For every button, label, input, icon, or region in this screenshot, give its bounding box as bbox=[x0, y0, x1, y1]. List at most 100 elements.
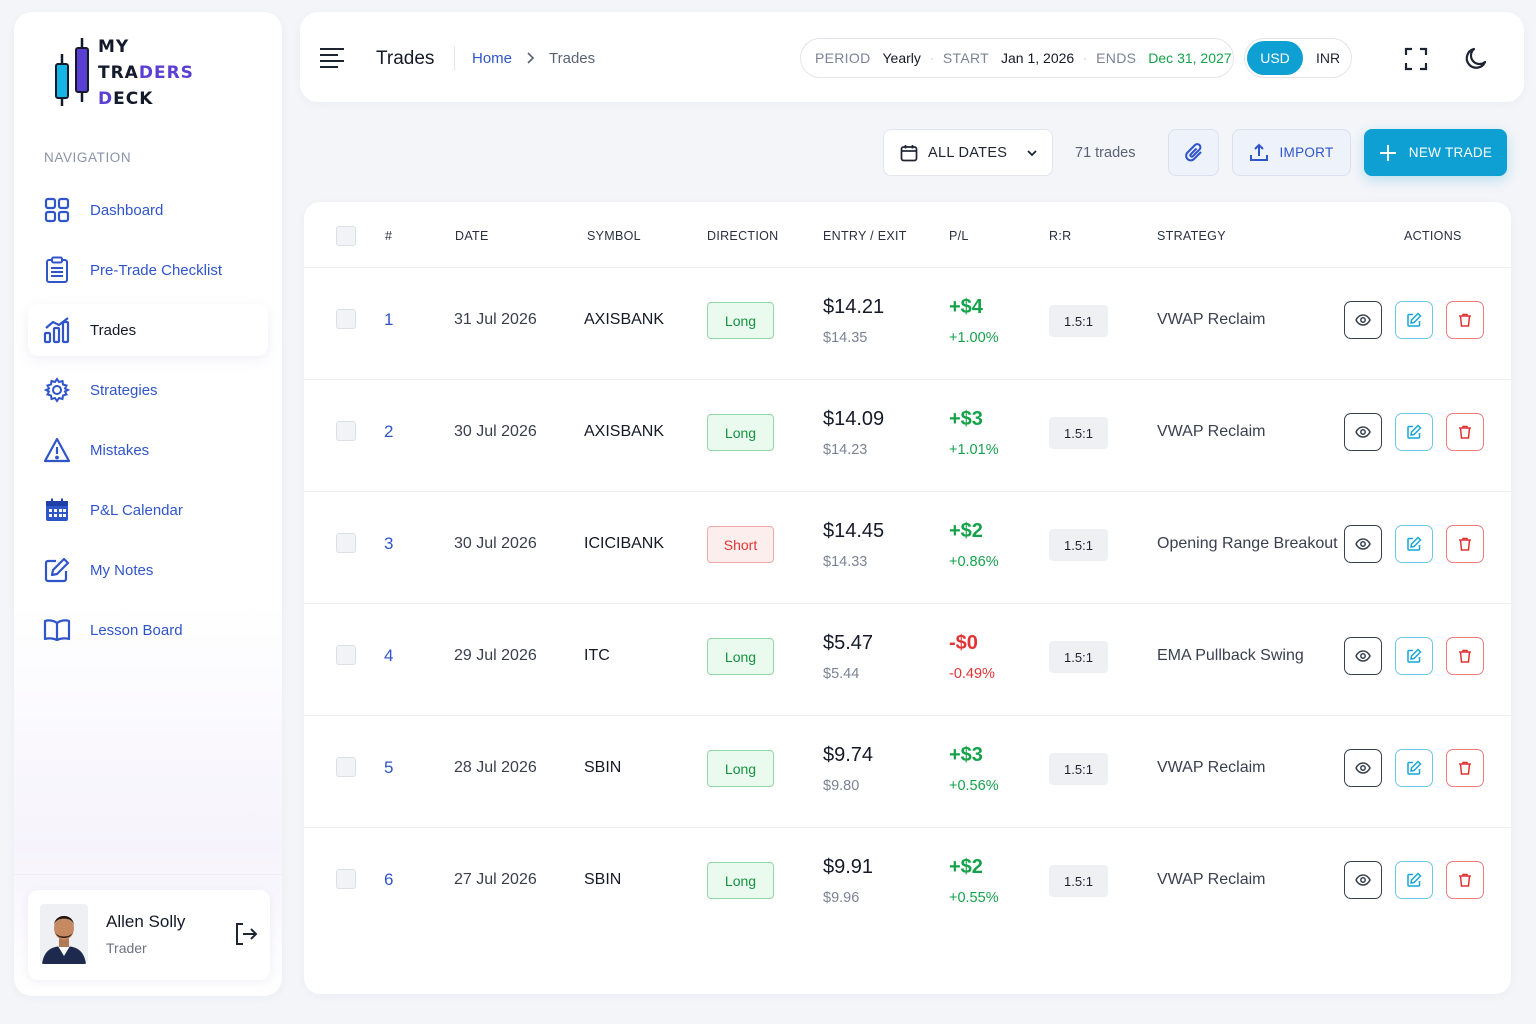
sidebar-divider bbox=[14, 874, 282, 875]
sidebar-item-pre-trade-checklist[interactable]: Pre-Trade Checklist bbox=[28, 244, 268, 296]
edit-icon bbox=[1407, 312, 1422, 327]
column-header-direction[interactable]: DIRECTION bbox=[707, 229, 779, 243]
date-filter-dropdown[interactable]: ALL DATES bbox=[883, 129, 1053, 176]
sidebar-item-dashboard[interactable]: Dashboard bbox=[28, 184, 268, 236]
trades-table: # DATE SYMBOL DIRECTION ENTRY / EXIT P/L… bbox=[304, 202, 1511, 994]
pl-percent: +0.56% bbox=[949, 778, 999, 794]
trade-count: 71 trades bbox=[1075, 145, 1136, 161]
table-row[interactable]: 1 31 Jul 2026 AXISBANK Long $14.21 $14.35 +$4 +… bbox=[304, 268, 1511, 380]
edit-icon bbox=[1407, 536, 1422, 551]
trade-number-link[interactable]: 4 bbox=[384, 646, 394, 665]
column-header-actions: ACTIONS bbox=[1404, 229, 1462, 243]
view-trade-button[interactable] bbox=[1344, 749, 1382, 787]
delete-trade-button[interactable] bbox=[1446, 525, 1484, 563]
pl-amount: -$0 bbox=[949, 632, 978, 654]
trade-symbol: ITC bbox=[584, 647, 610, 664]
sidebar-item-lesson-board[interactable]: Lesson Board bbox=[28, 604, 268, 656]
sidebar-item-strategies[interactable]: Strategies bbox=[28, 364, 268, 416]
trade-number-link[interactable]: 2 bbox=[384, 422, 394, 441]
separator-dot: · bbox=[929, 51, 934, 65]
risk-reward-badge: 1.5:1 bbox=[1049, 641, 1108, 673]
book-icon bbox=[42, 615, 72, 645]
eye-icon bbox=[1355, 874, 1371, 886]
trash-icon bbox=[1459, 873, 1471, 887]
new-trade-button[interactable]: NEW TRADE bbox=[1364, 129, 1507, 176]
delete-trade-button[interactable] bbox=[1446, 637, 1484, 675]
select-all-checkbox[interactable] bbox=[336, 226, 356, 246]
direction-badge: Short bbox=[707, 526, 774, 563]
menu-toggle-button[interactable] bbox=[318, 44, 346, 70]
breadcrumb-home-link[interactable]: Home bbox=[472, 50, 513, 67]
trash-icon bbox=[1459, 649, 1471, 663]
currency-usd-button[interactable]: USD bbox=[1247, 41, 1303, 75]
sidebar-item-my-notes[interactable]: My Notes bbox=[28, 544, 268, 596]
column-header-date[interactable]: DATE bbox=[455, 229, 489, 243]
table-row[interactable]: 6 27 Jul 2026 SBIN Long $9.91 $9.96 +$2 +0.55% 1… bbox=[304, 828, 1511, 940]
edit-icon bbox=[1407, 872, 1422, 887]
trade-date: 29 Jul 2026 bbox=[454, 647, 537, 664]
user-avatar-icon bbox=[40, 904, 88, 964]
edit-trade-button[interactable] bbox=[1395, 301, 1433, 339]
edit-trade-button[interactable] bbox=[1395, 637, 1433, 675]
sidebar-item-mistakes[interactable]: Mistakes bbox=[28, 424, 268, 476]
avatar[interactable] bbox=[40, 904, 88, 964]
column-header-entry-exit[interactable]: ENTRY / EXIT bbox=[823, 229, 907, 243]
view-trade-button[interactable] bbox=[1344, 637, 1382, 675]
sidebar-item-trades[interactable]: Trades bbox=[28, 304, 268, 356]
fullscreen-button[interactable] bbox=[1403, 46, 1429, 72]
row-checkbox[interactable] bbox=[336, 421, 356, 441]
trade-strategy: Opening Range Breakout bbox=[1157, 535, 1338, 552]
row-checkbox[interactable] bbox=[336, 869, 356, 889]
edit-trade-button[interactable] bbox=[1395, 749, 1433, 787]
delete-trade-button[interactable] bbox=[1446, 301, 1484, 339]
trade-strategy: VWAP Reclaim bbox=[1157, 871, 1266, 888]
dark-mode-toggle[interactable] bbox=[1464, 46, 1490, 72]
grid-icon bbox=[42, 195, 72, 225]
period-selector[interactable]: PERIOD Yearly · START Jan 1, 2026 · ENDS… bbox=[800, 38, 1234, 78]
edit-trade-button[interactable] bbox=[1395, 861, 1433, 899]
sidebar-item-label: My Notes bbox=[90, 561, 154, 579]
table-row[interactable]: 4 29 Jul 2026 ITC Long $5.47 $5.44 -$0 -0.49% 1.… bbox=[304, 604, 1511, 716]
table-row[interactable]: 2 30 Jul 2026 AXISBANK Long $14.09 $14.23 +$3 +… bbox=[304, 380, 1511, 492]
row-checkbox[interactable] bbox=[336, 757, 356, 777]
user-name: Allen Solly bbox=[106, 912, 186, 931]
edit-trade-button[interactable] bbox=[1395, 413, 1433, 451]
row-checkbox[interactable] bbox=[336, 645, 356, 665]
edit-note-icon bbox=[42, 555, 72, 585]
table-row[interactable]: 3 30 Jul 2026 ICICIBANK Short $14.45 $14.33 +$… bbox=[304, 492, 1511, 604]
fullscreen-icon bbox=[1404, 47, 1428, 71]
currency-inr-button[interactable]: INR bbox=[1315, 50, 1341, 66]
trade-number-link[interactable]: 6 bbox=[384, 870, 394, 889]
trade-date: 30 Jul 2026 bbox=[454, 423, 537, 440]
trade-number-link[interactable]: 5 bbox=[384, 758, 394, 777]
sidebar-item-pl-calendar[interactable]: P&L Calendar bbox=[28, 484, 268, 536]
trade-date: 30 Jul 2026 bbox=[454, 535, 537, 552]
view-trade-button[interactable] bbox=[1344, 301, 1382, 339]
column-header-strategy[interactable]: STRATEGY bbox=[1157, 229, 1226, 243]
view-trade-button[interactable] bbox=[1344, 413, 1382, 451]
logout-button[interactable] bbox=[232, 920, 260, 948]
delete-trade-button[interactable] bbox=[1446, 413, 1484, 451]
row-checkbox[interactable] bbox=[336, 533, 356, 553]
column-header-pl[interactable]: P/L bbox=[949, 229, 969, 243]
brand-name: MY TRADERS DECK bbox=[98, 34, 194, 112]
exit-price: $9.96 bbox=[823, 890, 860, 906]
new-trade-label: NEW TRADE bbox=[1408, 145, 1493, 160]
risk-reward-badge: 1.5:1 bbox=[1049, 753, 1108, 785]
view-trade-button[interactable] bbox=[1344, 525, 1382, 563]
trade-number-link[interactable]: 1 bbox=[384, 310, 394, 329]
table-row[interactable]: 5 28 Jul 2026 SBIN Long $9.74 $9.80 +$3 +0.56% 1… bbox=[304, 716, 1511, 828]
delete-trade-button[interactable] bbox=[1446, 749, 1484, 787]
trade-number-link[interactable]: 3 bbox=[384, 534, 394, 553]
candlestick-logo-icon bbox=[55, 38, 89, 106]
eye-icon bbox=[1355, 426, 1371, 438]
delete-trade-button[interactable] bbox=[1446, 861, 1484, 899]
view-trade-button[interactable] bbox=[1344, 861, 1382, 899]
column-header-symbol[interactable]: SYMBOL bbox=[587, 229, 641, 243]
edit-trade-button[interactable] bbox=[1395, 525, 1433, 563]
column-header-rr[interactable]: R:R bbox=[1049, 229, 1072, 243]
import-button[interactable]: IMPORT bbox=[1232, 129, 1351, 176]
brand-logo[interactable] bbox=[54, 34, 224, 124]
attach-button[interactable] bbox=[1168, 129, 1219, 176]
row-checkbox[interactable] bbox=[336, 309, 356, 329]
